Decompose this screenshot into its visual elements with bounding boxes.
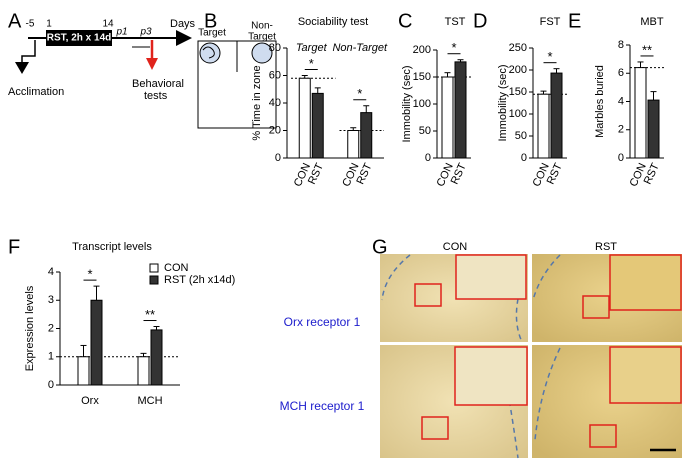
bar <box>647 99 660 159</box>
chart-title: MBT <box>640 16 664 28</box>
bar <box>77 356 90 386</box>
significance: * <box>309 56 314 71</box>
x-tick-label: Orx <box>81 395 99 407</box>
y-tick-label: 150 <box>413 71 431 83</box>
panel-label: E <box>568 10 581 32</box>
panel-label: F <box>8 236 20 258</box>
bar <box>311 92 324 159</box>
bar <box>441 76 454 159</box>
bar <box>137 356 150 386</box>
panel-label: A <box>8 10 22 32</box>
row-label: Orx receptor 1 <box>284 315 361 329</box>
y-tick-label: 0 <box>618 152 624 164</box>
y-tick-label: 50 <box>419 125 431 137</box>
y-tick-label: 60 <box>269 69 281 81</box>
y-tick-label: 0 <box>521 152 527 164</box>
y-tick-label: 3 <box>48 294 54 306</box>
significance: ** <box>145 307 155 322</box>
significance: ** <box>642 42 652 57</box>
zone-label: Target <box>198 28 226 39</box>
arena: Target Non- Target <box>197 21 277 129</box>
bar <box>298 77 311 159</box>
y-tick-label: 4 <box>618 95 624 107</box>
y-tick-label: 80 <box>269 42 281 54</box>
y-tick-label: 40 <box>269 97 281 109</box>
y-tick-label: 100 <box>509 108 527 120</box>
behavioral-label: Behavioral <box>132 78 184 90</box>
legend-label: CON <box>164 262 189 274</box>
x-tick-label: MCH <box>137 395 162 407</box>
axis-label: Days <box>170 18 196 30</box>
y-axis-label: Immobility (sec) <box>401 65 413 142</box>
y-tick-label: 20 <box>269 124 281 136</box>
y-axis-label: Marbles buried <box>594 65 606 138</box>
bar <box>550 72 563 159</box>
column-label: CON <box>443 241 468 253</box>
group-label: Non-Target <box>332 42 388 54</box>
y-axis-label: % Time in zone <box>251 65 263 140</box>
chart-title: Sociability test <box>298 16 368 28</box>
timeline: RST, 2h x 14d -5 1 14 p1 p3 Days Acclima… <box>8 18 196 102</box>
y-axis-label: Expression levels <box>24 285 36 371</box>
acclimation-label: Acclimation <box>8 86 64 98</box>
bar <box>360 112 373 159</box>
bar <box>634 67 647 159</box>
behavioral-label: tests <box>144 90 168 102</box>
y-tick-label: 200 <box>509 64 527 76</box>
y-tick-label: 4 <box>48 266 54 278</box>
legend-swatch <box>149 275 159 285</box>
bar <box>537 93 550 159</box>
zone-label: Non- <box>251 21 273 32</box>
significance: * <box>87 267 92 282</box>
y-tick-label: 2 <box>618 124 624 136</box>
y-tick-label: 0 <box>425 152 431 164</box>
histology: CON RST Orx receptor 1 MCH receptor 1 <box>280 241 682 459</box>
y-axis-label: Immobility (sec) <box>497 64 509 141</box>
group-label: Target <box>296 42 328 54</box>
y-tick-label: 0 <box>48 379 54 391</box>
column-label: RST <box>595 241 617 253</box>
y-tick-label: 50 <box>515 130 527 142</box>
day-label: 14 <box>102 19 114 30</box>
day-label: 1 <box>46 19 52 30</box>
panel-label: G <box>372 236 388 258</box>
y-tick-label: 8 <box>618 39 624 51</box>
chart-title: Transcript levels <box>72 241 152 253</box>
bar <box>347 130 360 159</box>
bar <box>454 61 467 159</box>
y-tick-label: 0 <box>275 152 281 164</box>
y-tick-label: 150 <box>509 86 527 98</box>
chart-title: FST <box>540 16 561 28</box>
panel-label: C <box>398 10 412 32</box>
y-tick-label: 1 <box>48 351 54 363</box>
chart-title: TST <box>445 16 466 28</box>
panel-label: B <box>204 10 217 32</box>
panel-label: D <box>473 10 487 32</box>
y-tick-label: 200 <box>413 44 431 56</box>
day-label: -5 <box>26 19 35 30</box>
legend-swatch <box>149 263 159 273</box>
row-label: MCH receptor 1 <box>280 399 365 413</box>
y-tick-label: 6 <box>618 67 624 79</box>
day-label: p3 <box>139 27 152 38</box>
y-tick-label: 2 <box>48 322 54 334</box>
zone-label: Target <box>248 32 276 43</box>
y-tick-label: 100 <box>413 98 431 110</box>
legend-label: RST (2h x14d) <box>164 274 235 286</box>
y-tick-label: 250 <box>509 42 527 54</box>
significance: * <box>451 40 456 55</box>
bar <box>90 299 103 386</box>
significance: * <box>547 49 552 64</box>
day-label: p1 <box>115 27 127 38</box>
significance: * <box>357 86 362 101</box>
bar <box>150 329 163 386</box>
rst-box: RST, 2h x 14d <box>47 33 111 44</box>
